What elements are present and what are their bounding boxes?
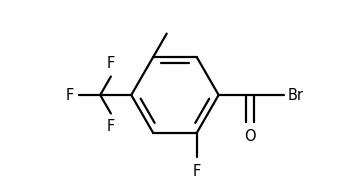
Text: F: F — [66, 88, 74, 102]
Text: F: F — [193, 164, 201, 179]
Text: Br: Br — [288, 88, 304, 102]
Text: O: O — [244, 129, 255, 144]
Text: F: F — [107, 56, 115, 71]
Text: F: F — [107, 119, 115, 134]
